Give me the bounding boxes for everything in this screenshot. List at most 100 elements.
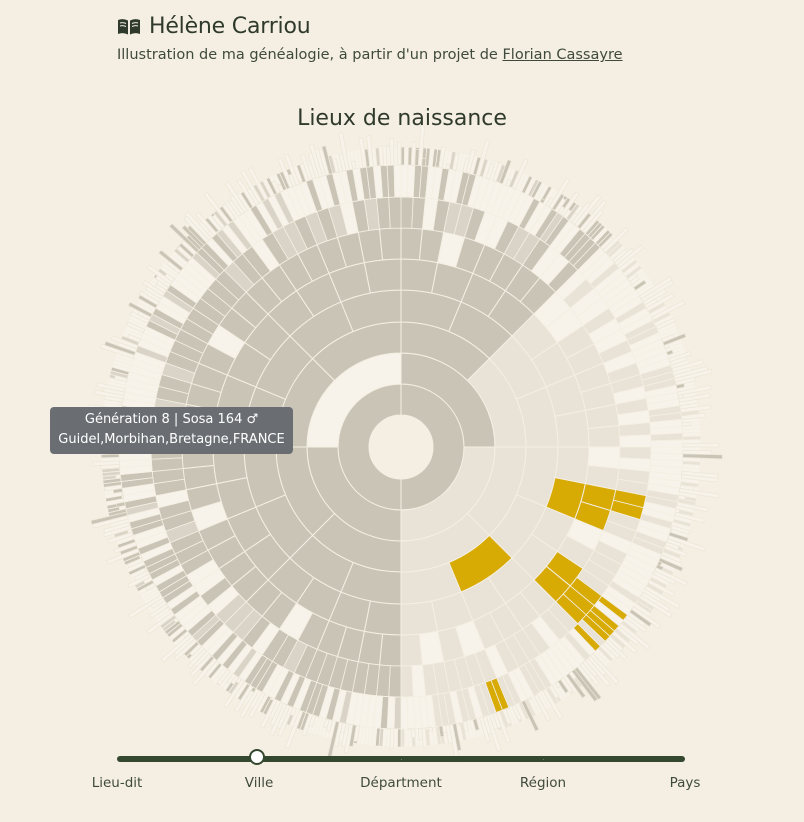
fan-cell-outer[interactable] (502, 708, 512, 725)
fan-cell-outer[interactable] (248, 691, 266, 719)
fan-cell-outer[interactable] (158, 249, 184, 272)
fan-cell-outer[interactable] (110, 335, 139, 350)
slider-label-region[interactable]: Région (519, 775, 567, 791)
fan-cell[interactable] (378, 227, 402, 261)
fan-cell-outer[interactable] (284, 709, 304, 749)
fan-cell-outer[interactable] (191, 657, 218, 687)
fan-cell-outer[interactable] (644, 585, 681, 610)
fan-cell-outer[interactable] (269, 696, 275, 701)
fan-cell-outer[interactable] (438, 725, 445, 738)
fan-cell-outer[interactable] (145, 582, 157, 592)
fan-cell-outer[interactable] (389, 728, 395, 749)
fan-cell-outer[interactable] (680, 404, 712, 413)
fan-cell-outer[interactable] (674, 511, 705, 524)
fan-cell[interactable] (378, 633, 402, 667)
fan-cell-outer[interactable] (479, 716, 491, 743)
fan-cell-outer[interactable] (389, 137, 395, 166)
fan-cell[interactable] (388, 665, 402, 698)
fan-cell[interactable] (400, 665, 414, 698)
fan-cell[interactable] (400, 600, 439, 636)
fan-cell-outer[interactable] (226, 673, 237, 685)
fan-cell[interactable] (118, 452, 152, 462)
fan-cell-outer[interactable] (138, 554, 143, 560)
fan-cell-outer[interactable] (629, 275, 640, 286)
fan-cell-outer[interactable] (655, 317, 677, 331)
fan-cell-outer[interactable] (602, 227, 629, 254)
fan-cell-outer[interactable] (113, 541, 138, 554)
fan-cell-outer[interactable] (138, 290, 160, 306)
fan-cell[interactable] (363, 258, 402, 294)
fan-cell-outer[interactable] (121, 494, 125, 500)
fan-cell-outer[interactable] (533, 693, 552, 722)
fan-cell-outer[interactable] (629, 608, 653, 628)
fan-cell-outer[interactable] (652, 570, 677, 585)
fan-cell-outer[interactable] (143, 567, 149, 572)
fan-cell-outer[interactable] (428, 726, 433, 732)
fan-cell-outer[interactable] (121, 491, 124, 496)
fan-cell-outer[interactable] (115, 474, 122, 479)
fan-cell[interactable] (400, 196, 414, 229)
fan-cell-outer[interactable] (579, 662, 600, 686)
fan-cell-outer[interactable] (438, 146, 446, 169)
fan-cell-outer[interactable] (465, 149, 476, 174)
fan-cell-outer[interactable] (562, 208, 572, 219)
fan-cell[interactable] (386, 164, 396, 198)
fan-cell-outer[interactable] (539, 198, 546, 204)
fan-cell-outer[interactable] (189, 643, 203, 657)
fan-cell-outer[interactable] (492, 161, 503, 182)
fan-cell-outer[interactable] (681, 421, 691, 427)
fan-cell-outer[interactable] (485, 162, 495, 180)
fan-cell-outer[interactable] (164, 272, 175, 283)
fan-cell[interactable] (587, 446, 621, 470)
fan-cell-outer[interactable] (435, 166, 440, 168)
fan-cell-outer[interactable] (103, 484, 123, 492)
fan-cell-outer[interactable] (240, 169, 263, 204)
fan-cell[interactable] (393, 164, 402, 198)
fan-cell[interactable] (400, 728, 406, 748)
author-link[interactable]: Florian Cassayre (502, 47, 623, 63)
fan-cell-outer[interactable] (338, 132, 350, 171)
fan-cell-outer[interactable] (127, 594, 164, 619)
fan-cell-outer[interactable] (216, 668, 231, 686)
fan-cell-outer[interactable] (682, 442, 720, 448)
fan-cell-outer[interactable] (127, 301, 153, 318)
fan-cell-outer[interactable] (679, 487, 720, 499)
fan-cell[interactable] (406, 696, 416, 730)
fan-cell-outer[interactable] (602, 640, 621, 659)
fan-cell-outer[interactable] (498, 159, 512, 185)
fan-cell-outer[interactable] (548, 177, 571, 210)
slider-label-ville[interactable]: Ville (244, 775, 274, 791)
fan-cell-outer[interactable] (411, 728, 416, 739)
fan-cell[interactable] (400, 633, 424, 667)
place-level-slider-thumb[interactable] (249, 749, 265, 765)
fan-cell-outer[interactable] (203, 191, 231, 226)
fan-cell-outer[interactable] (407, 728, 412, 730)
fan-cell-outer[interactable] (92, 460, 120, 467)
fan-cell-outer[interactable] (215, 229, 220, 234)
fan-cell-outer[interactable] (624, 614, 647, 633)
fan-cell-outer[interactable] (351, 160, 357, 170)
fan-cell-outer[interactable] (148, 603, 169, 619)
fan-cell-outer[interactable] (106, 548, 140, 565)
fan-cell-outer[interactable] (396, 142, 402, 166)
fan-cell-outer[interactable] (682, 453, 723, 460)
fan-cell-outer[interactable] (669, 356, 688, 366)
fan-cell-outer[interactable] (527, 696, 533, 702)
fan-cell-outer[interactable] (647, 579, 676, 598)
fan-cell-outer[interactable] (548, 684, 560, 699)
fan-cell-outer[interactable] (115, 501, 126, 508)
fan-cell-outer[interactable] (452, 153, 460, 171)
fan-cell-outer[interactable] (680, 474, 719, 483)
fan-cell-outer[interactable] (332, 158, 340, 174)
slider-label-lieu-dit[interactable]: Lieu-dit (91, 775, 143, 791)
fan-cell-outer[interactable] (269, 701, 285, 727)
fan-cell-outer[interactable] (186, 648, 208, 670)
fan-cell-outer[interactable] (633, 279, 647, 291)
fan-cell-outer[interactable] (554, 680, 562, 689)
fan-cell[interactable] (619, 446, 652, 460)
fan-cell[interactable] (388, 196, 402, 229)
fan-cell-outer[interactable] (114, 375, 128, 383)
fan-cell-outer[interactable] (666, 349, 674, 356)
fan-cell-outer[interactable] (421, 157, 427, 167)
fan-cell-outer[interactable] (104, 340, 136, 356)
